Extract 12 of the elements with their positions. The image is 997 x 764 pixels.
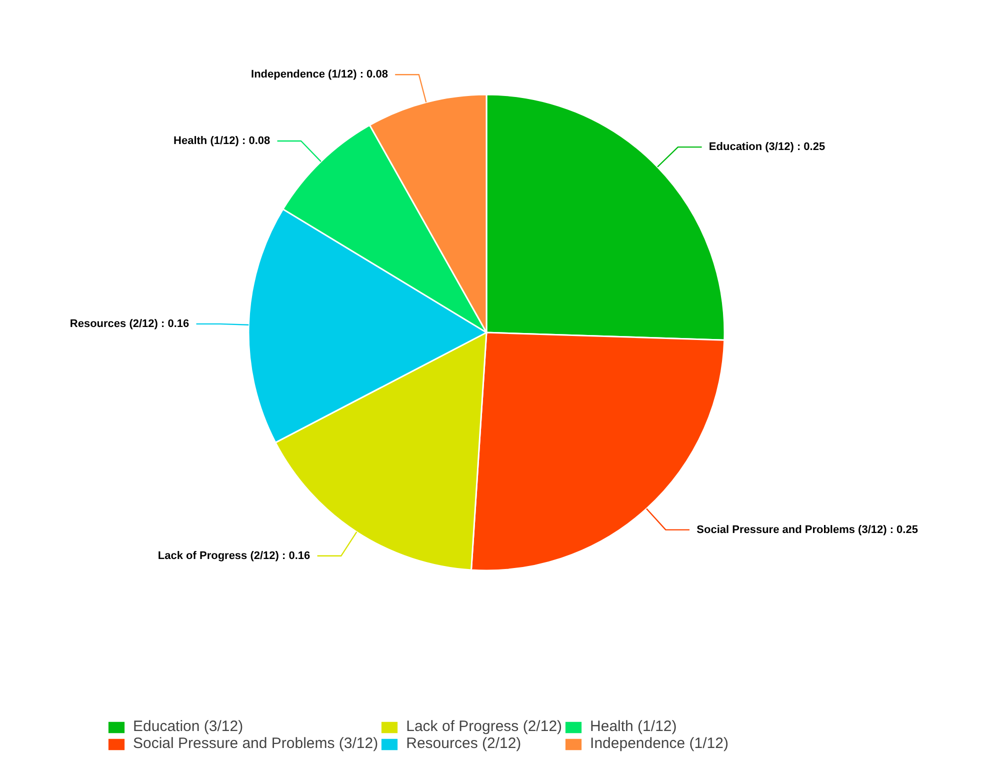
legend-label: Education (3/12): [133, 718, 244, 735]
legend-label: Resources (2/12): [406, 735, 522, 752]
data-label: Education (3/12) : 0.25: [708, 141, 826, 154]
legend-label: Lack of Progress (2/12): [406, 718, 562, 735]
legend-label: Social Pressure and Problems (3/12): [133, 735, 378, 752]
data-label: Social Pressure and Problems (3/12) : 0.25: [696, 524, 918, 536]
legend-label: Health (1/12): [590, 718, 677, 735]
data-label: Lack of Progress (2/12) : 0.16: [158, 550, 310, 562]
legend-label: Independence (1/12): [590, 735, 728, 752]
data-label: Resources (2/12) : 0.16: [70, 318, 190, 330]
data-label: Health (1/12) : 0.08: [174, 135, 270, 148]
data-label: Independence (1/12) : 0.08: [251, 68, 388, 81]
